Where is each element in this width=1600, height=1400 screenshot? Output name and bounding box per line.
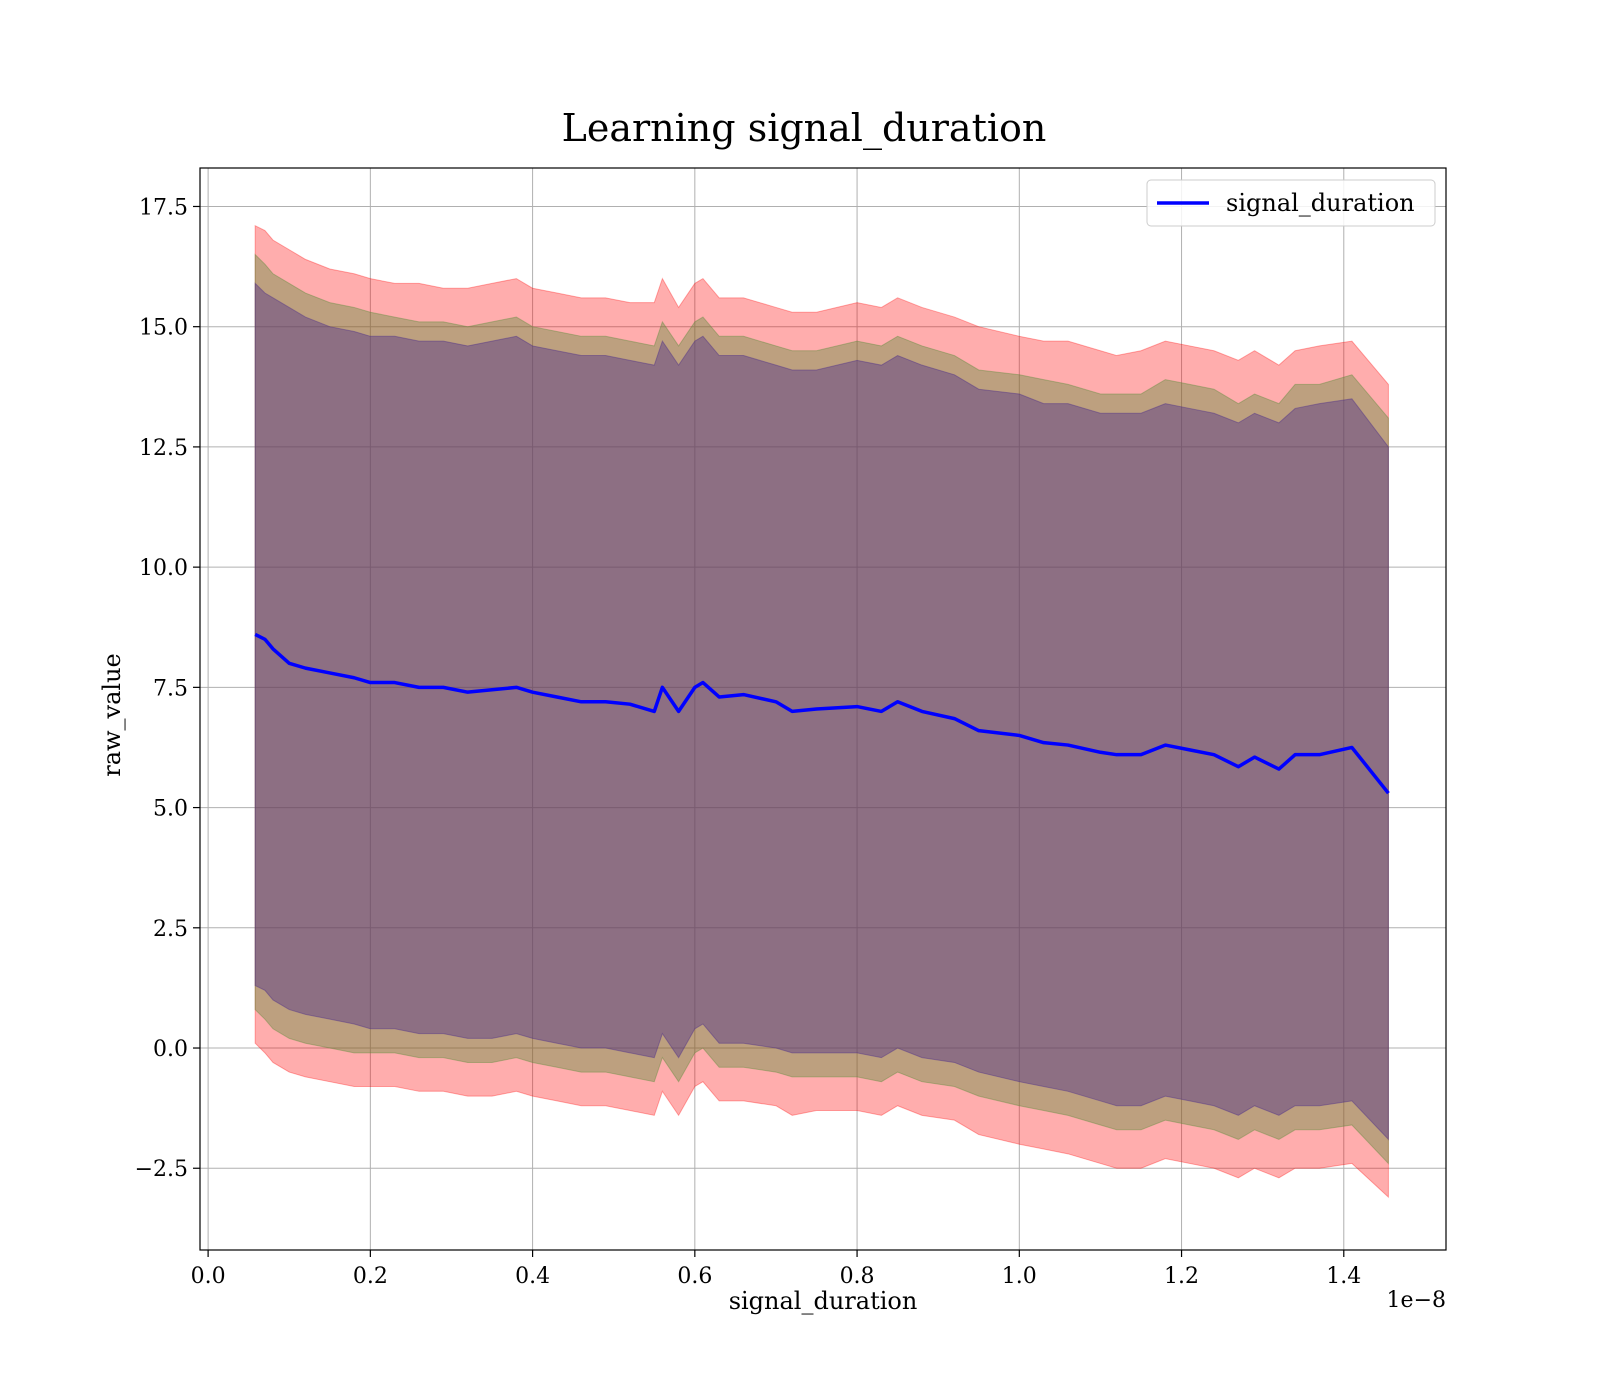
- axes-frame: [199, 167, 1447, 1251]
- x-axis-offset-text: 1e−8: [1387, 1288, 1446, 1313]
- y-axis-ticks: −2.5 0.0 2.5 5.0 7.5 10.0 12.5 15.0 17.5: [135, 195, 200, 1182]
- series-line-0: [254, 632, 1390, 795]
- y-tick-label: 0.0: [153, 1037, 188, 1062]
- x-axis-ticks: 0.0 0.2 0.4 0.6 0.8 1.0 1.2 1.4: [191, 1250, 1361, 1289]
- x-tick-label: 1.4: [1326, 1264, 1361, 1289]
- confidence-band-2: [254, 282, 1389, 1141]
- x-tick-label: 0.0: [191, 1264, 226, 1289]
- y-tick-label: 15.0: [139, 316, 188, 341]
- y-axis-label: raw_value: [98, 653, 126, 777]
- series-lines: [254, 632, 1390, 795]
- x-tick-label: 1.0: [1002, 1264, 1037, 1289]
- x-axis-label: signal_duration: [729, 1287, 918, 1315]
- y-tick-label: 10.0: [139, 556, 188, 581]
- y-tick-label: 2.5: [153, 917, 188, 942]
- y-tick-label: 17.5: [139, 195, 188, 220]
- confidence-bands: [254, 224, 1389, 1199]
- y-tick-label: 7.5: [153, 676, 188, 701]
- y-tick-label: −2.5: [135, 1157, 188, 1182]
- x-tick-label: 0.2: [353, 1264, 388, 1289]
- confidence-band-0: [254, 224, 1389, 1199]
- x-tick-label: 0.4: [515, 1264, 550, 1289]
- x-tick-label: 0.8: [840, 1264, 875, 1289]
- x-tick-label: 1.2: [1164, 1264, 1199, 1289]
- chart-title: Learning signal_duration: [562, 106, 1047, 151]
- legend-entry-label: signal_duration: [1226, 189, 1415, 217]
- legend: signal_duration: [1146, 179, 1436, 227]
- y-tick-label: 5.0: [153, 797, 188, 822]
- y-tick-label: 12.5: [139, 436, 188, 461]
- legend-box: [1146, 179, 1436, 227]
- x-tick-label: 0.6: [677, 1264, 712, 1289]
